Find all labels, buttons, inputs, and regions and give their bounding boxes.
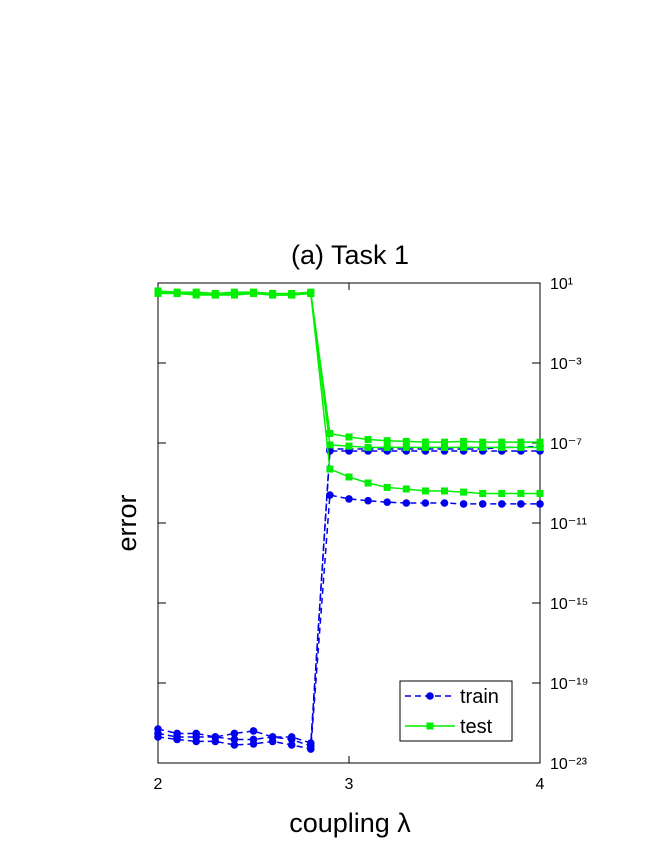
legend-marker: [426, 692, 434, 700]
marker: [402, 437, 410, 445]
series-line: [157, 291, 540, 449]
x-tick-label: 3: [345, 776, 354, 793]
marker: [536, 500, 544, 508]
y-tick-label: 10⁻³: [550, 356, 582, 373]
marker: [211, 737, 220, 746]
y-tick-label: 10¹: [550, 276, 573, 293]
marker: [421, 499, 430, 507]
x-tick-label: 2: [154, 776, 163, 793]
marker: [498, 443, 506, 451]
marker: [460, 488, 468, 496]
marker: [154, 289, 162, 297]
marker: [345, 442, 353, 450]
legend-label: train: [460, 686, 499, 708]
marker: [192, 291, 200, 299]
marker: [383, 437, 391, 445]
marker: [479, 489, 487, 497]
marker: [383, 498, 392, 506]
chart-title: (a) Task 1: [291, 240, 409, 270]
marker: [460, 443, 468, 451]
marker: [517, 500, 525, 508]
marker: [498, 489, 506, 497]
marker: [421, 438, 429, 446]
marker: [192, 737, 200, 746]
series-line: [158, 292, 540, 495]
marker: [402, 485, 410, 493]
marker: [307, 745, 315, 753]
y-tick-label: 10⁻⁷: [550, 436, 582, 453]
marker: [459, 500, 468, 508]
y-tick-label: 10⁻¹⁹: [550, 676, 588, 693]
marker: [498, 438, 506, 446]
marker: [402, 443, 410, 451]
y-tick-label: 10⁻¹⁵: [550, 596, 588, 613]
marker: [230, 741, 239, 749]
marker: [154, 733, 162, 741]
legend-label: test: [460, 716, 493, 738]
marker: [421, 487, 429, 495]
marker: [250, 289, 257, 297]
marker: [364, 479, 372, 487]
marker: [441, 438, 448, 446]
y-axis-label: error: [112, 494, 142, 551]
series-line: [157, 450, 540, 745]
marker: [249, 727, 258, 735]
marker: [345, 495, 353, 503]
marker: [460, 437, 468, 445]
marker: [478, 500, 487, 508]
marker: [364, 496, 372, 505]
marker: [517, 443, 525, 451]
marker: [517, 438, 525, 446]
marker: [173, 289, 181, 297]
marker: [517, 489, 525, 497]
marker: [479, 438, 487, 446]
marker: [536, 438, 544, 446]
x-tick-label: 4: [536, 776, 545, 793]
marker: [268, 737, 277, 746]
marker: [326, 429, 334, 437]
marker: [421, 443, 429, 451]
marker: [479, 443, 487, 451]
marker: [287, 735, 296, 744]
marker: [211, 291, 219, 299]
marker: [326, 491, 334, 499]
y-tick-label: 10⁻¹¹: [550, 516, 587, 533]
marker: [287, 741, 296, 749]
marker: [345, 473, 353, 481]
marker: [536, 489, 544, 497]
series-line: [157, 494, 540, 750]
marker: [498, 500, 506, 508]
marker: [345, 433, 353, 441]
marker: [326, 441, 334, 449]
marker: [441, 487, 448, 495]
marker: [249, 740, 258, 748]
marker: [441, 443, 448, 451]
marker: [364, 443, 372, 451]
legend-box: [399, 680, 513, 742]
marker: [269, 291, 277, 299]
marker: [383, 483, 391, 491]
marker: [440, 499, 449, 507]
marker: [326, 465, 334, 473]
marker: [383, 443, 391, 451]
x-axis-label: coupling λ: [289, 808, 411, 838]
legend-marker: [426, 722, 434, 730]
marker: [230, 291, 238, 299]
marker: [364, 435, 372, 443]
marker: [230, 729, 239, 738]
marker: [307, 289, 315, 297]
marker: [536, 443, 544, 451]
series-line: [157, 290, 540, 443]
y-tick-label: 10⁻²³: [550, 756, 588, 773]
marker: [288, 291, 296, 299]
marker: [402, 499, 411, 507]
marker: [230, 735, 239, 744]
marker: [173, 735, 181, 744]
